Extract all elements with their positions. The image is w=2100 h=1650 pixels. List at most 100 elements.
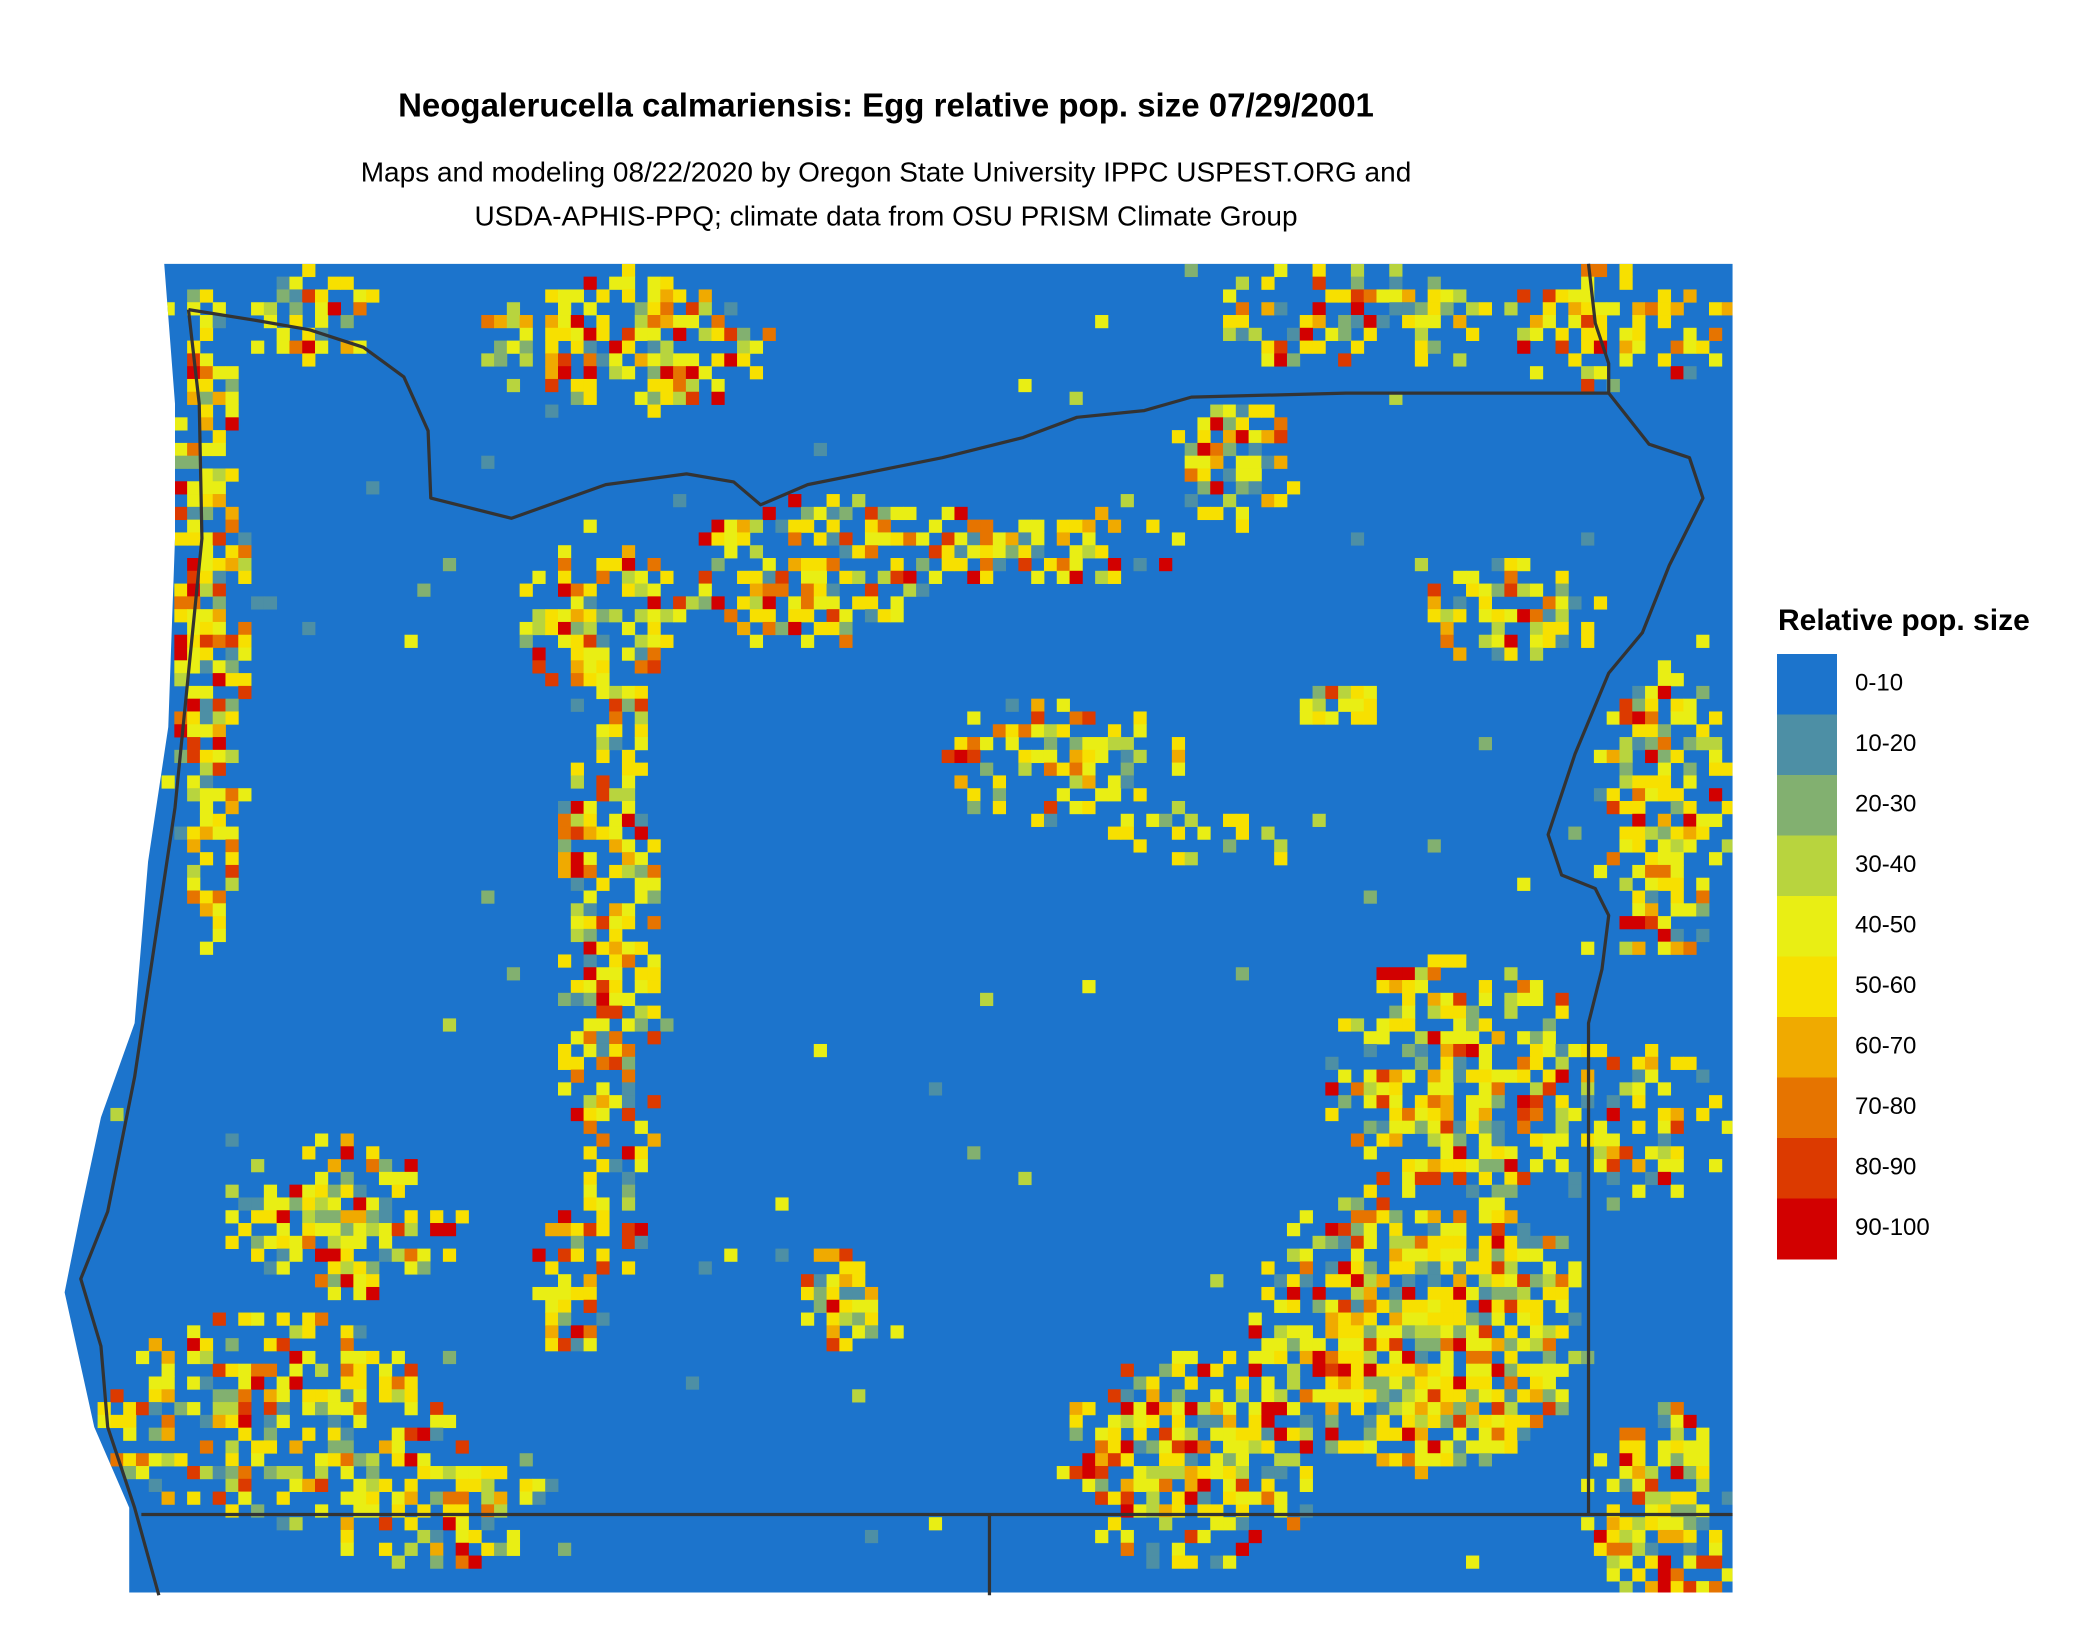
map-cell — [1683, 941, 1697, 955]
map-cell — [813, 1274, 827, 1288]
map-cell — [1555, 621, 1569, 636]
map-cell — [187, 1338, 201, 1352]
map-cell — [1261, 430, 1275, 444]
map-cell — [1670, 1402, 1684, 1416]
map-cell — [1235, 1453, 1250, 1467]
map-cell — [621, 1235, 636, 1250]
map-cell — [1184, 1491, 1198, 1505]
map-cell — [1542, 1235, 1556, 1250]
map-cell — [1555, 1363, 1569, 1377]
map-cell — [366, 1159, 380, 1173]
map-cell — [1248, 1440, 1262, 1454]
map-cell — [417, 1466, 431, 1480]
map-cell — [1056, 570, 1070, 584]
map-cell — [1069, 711, 1083, 725]
map-cell — [1261, 494, 1275, 508]
map-cell — [583, 391, 597, 405]
map-cell — [1696, 1555, 1710, 1569]
map-cell — [557, 302, 572, 316]
map-cell — [1657, 1453, 1672, 1467]
map-cell — [1133, 724, 1147, 738]
map-cell — [1235, 1427, 1250, 1441]
map-cell — [1657, 1581, 1672, 1593]
map-cell — [557, 545, 572, 559]
map-cell — [1709, 353, 1723, 367]
map-cell — [724, 353, 738, 367]
map-cell — [1581, 532, 1595, 546]
map-cell — [557, 813, 572, 827]
map-cell — [1568, 289, 1582, 303]
map-cell — [1593, 263, 1608, 278]
map-cell — [1491, 1069, 1505, 1083]
map-cell — [596, 315, 610, 329]
map-cell — [225, 647, 239, 661]
map-cell — [404, 1171, 418, 1186]
map-cell — [1376, 1031, 1390, 1045]
map-cell — [1261, 455, 1275, 469]
map-cell — [1235, 455, 1250, 469]
map-cell — [225, 698, 239, 712]
map-cell — [1350, 302, 1365, 316]
map-cell — [1274, 1299, 1288, 1313]
map-cell — [1338, 1069, 1352, 1083]
map-cell — [647, 864, 661, 879]
map-cell — [980, 570, 994, 584]
map-cell — [621, 1261, 636, 1275]
map-cell — [1363, 1274, 1377, 1288]
map-cell — [315, 1402, 329, 1416]
map-cell — [1389, 1107, 1403, 1122]
map-cell — [1568, 1312, 1582, 1326]
map-cell — [1286, 327, 1301, 341]
map-cell — [1363, 1043, 1377, 1058]
map-cell — [199, 903, 214, 917]
map-cell — [660, 570, 674, 584]
map-cell — [596, 634, 610, 648]
map-cell — [1619, 775, 1633, 789]
map-cell — [1593, 302, 1608, 316]
map-cell — [1427, 1133, 1441, 1147]
map-cell — [1440, 992, 1454, 1007]
map-cell — [980, 557, 994, 572]
map-cell — [1184, 1555, 1198, 1569]
map-cell — [1197, 1491, 1211, 1505]
legend-label: 0-10 — [1855, 670, 1903, 697]
map-cell — [1120, 1478, 1134, 1492]
map-cell — [1466, 327, 1480, 341]
map-cell — [1568, 1350, 1582, 1365]
map-cell — [570, 1223, 584, 1237]
map-cell — [1721, 1491, 1733, 1505]
map-cell — [583, 800, 597, 815]
map-cell — [353, 1363, 367, 1377]
map-cell — [1632, 711, 1646, 725]
map-cell — [800, 570, 815, 584]
map-cell — [647, 557, 661, 572]
map-cell — [391, 1453, 405, 1467]
map-cell — [557, 992, 572, 1007]
map-cell — [1248, 404, 1262, 418]
map-cell — [1529, 1299, 1544, 1313]
map-cell — [1325, 1223, 1339, 1237]
map-cell — [110, 430, 124, 444]
map-cell — [1146, 1402, 1160, 1416]
map-cell — [1299, 340, 1313, 354]
map-cell — [609, 941, 623, 955]
map-cell — [1453, 1427, 1467, 1441]
map-cell — [404, 1261, 418, 1275]
map-cell — [327, 1261, 341, 1275]
map-cell — [583, 1184, 597, 1198]
map-cell — [570, 621, 584, 636]
map-cell — [1312, 1389, 1326, 1403]
map-cell — [1466, 1440, 1480, 1454]
map-cell — [634, 852, 648, 866]
map-cell — [1274, 1402, 1288, 1416]
map-cell — [1043, 557, 1058, 572]
legend-label: 70-80 — [1855, 1093, 1916, 1120]
map-cell — [788, 621, 802, 636]
map-cell — [621, 327, 636, 341]
map-cell — [1657, 1491, 1672, 1505]
map-cell — [1529, 1235, 1544, 1250]
legend-swatch — [1777, 714, 1837, 776]
map-cell — [225, 1184, 239, 1198]
map-cell — [212, 1414, 226, 1429]
map-cell — [1286, 481, 1301, 495]
